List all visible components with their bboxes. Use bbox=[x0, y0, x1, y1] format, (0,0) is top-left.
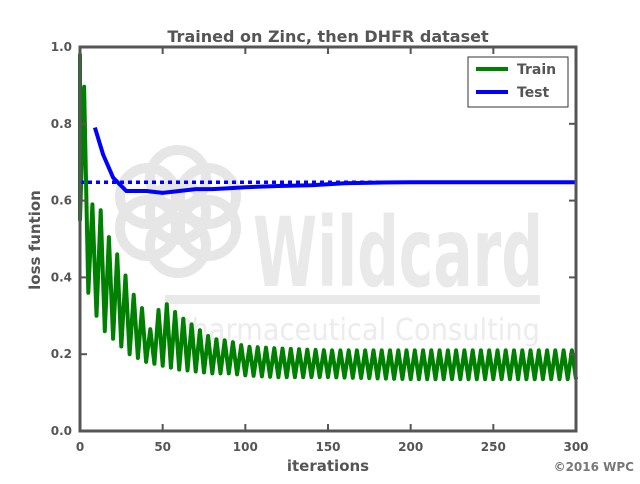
y-tick-label: 0.8 bbox=[51, 117, 72, 131]
y-tick-label: 1.0 bbox=[51, 40, 72, 54]
y-tick-label: 0.0 bbox=[51, 424, 72, 438]
legend: Train Test bbox=[467, 56, 569, 108]
legend-box bbox=[467, 56, 569, 108]
x-tick-label: 0 bbox=[76, 440, 84, 454]
watermark-tagline: Pharmaceutical Consulting bbox=[175, 313, 540, 348]
series-line-train bbox=[78, 52, 578, 382]
x-tick-label: 200 bbox=[398, 440, 423, 454]
y-axis-label: loss funtion bbox=[26, 190, 44, 290]
x-tick-label: 250 bbox=[481, 440, 506, 454]
x-tick-label: 100 bbox=[233, 440, 258, 454]
watermark-brand: Wildcard bbox=[253, 197, 543, 309]
x-tick-label: 150 bbox=[315, 440, 340, 454]
axis-ticks: 0 50 100 150 200 250 300 0.0 0.2 0.4 0.6 0.8 1.0 bbox=[51, 40, 589, 454]
x-axis-label: iterations bbox=[287, 457, 369, 475]
chart-title: Trained on Zinc, then DHFR dataset bbox=[167, 27, 489, 46]
x-tick-label: 300 bbox=[563, 440, 588, 454]
y-tick-label: 0.2 bbox=[51, 347, 72, 361]
x-tick-label: 50 bbox=[154, 440, 171, 454]
wildcard-watermark-logo: Wildcard Pharmaceutical Consulting bbox=[115, 145, 543, 348]
legend-label-train: Train bbox=[517, 62, 556, 78]
series-line-test bbox=[92, 127, 576, 195]
copyright-text: ©2016 WPC bbox=[554, 460, 635, 474]
y-tick-label: 0.4 bbox=[51, 270, 72, 284]
legend-label-test: Test bbox=[517, 85, 550, 101]
plot-area bbox=[78, 52, 578, 382]
y-tick-label: 0.6 bbox=[51, 194, 72, 208]
